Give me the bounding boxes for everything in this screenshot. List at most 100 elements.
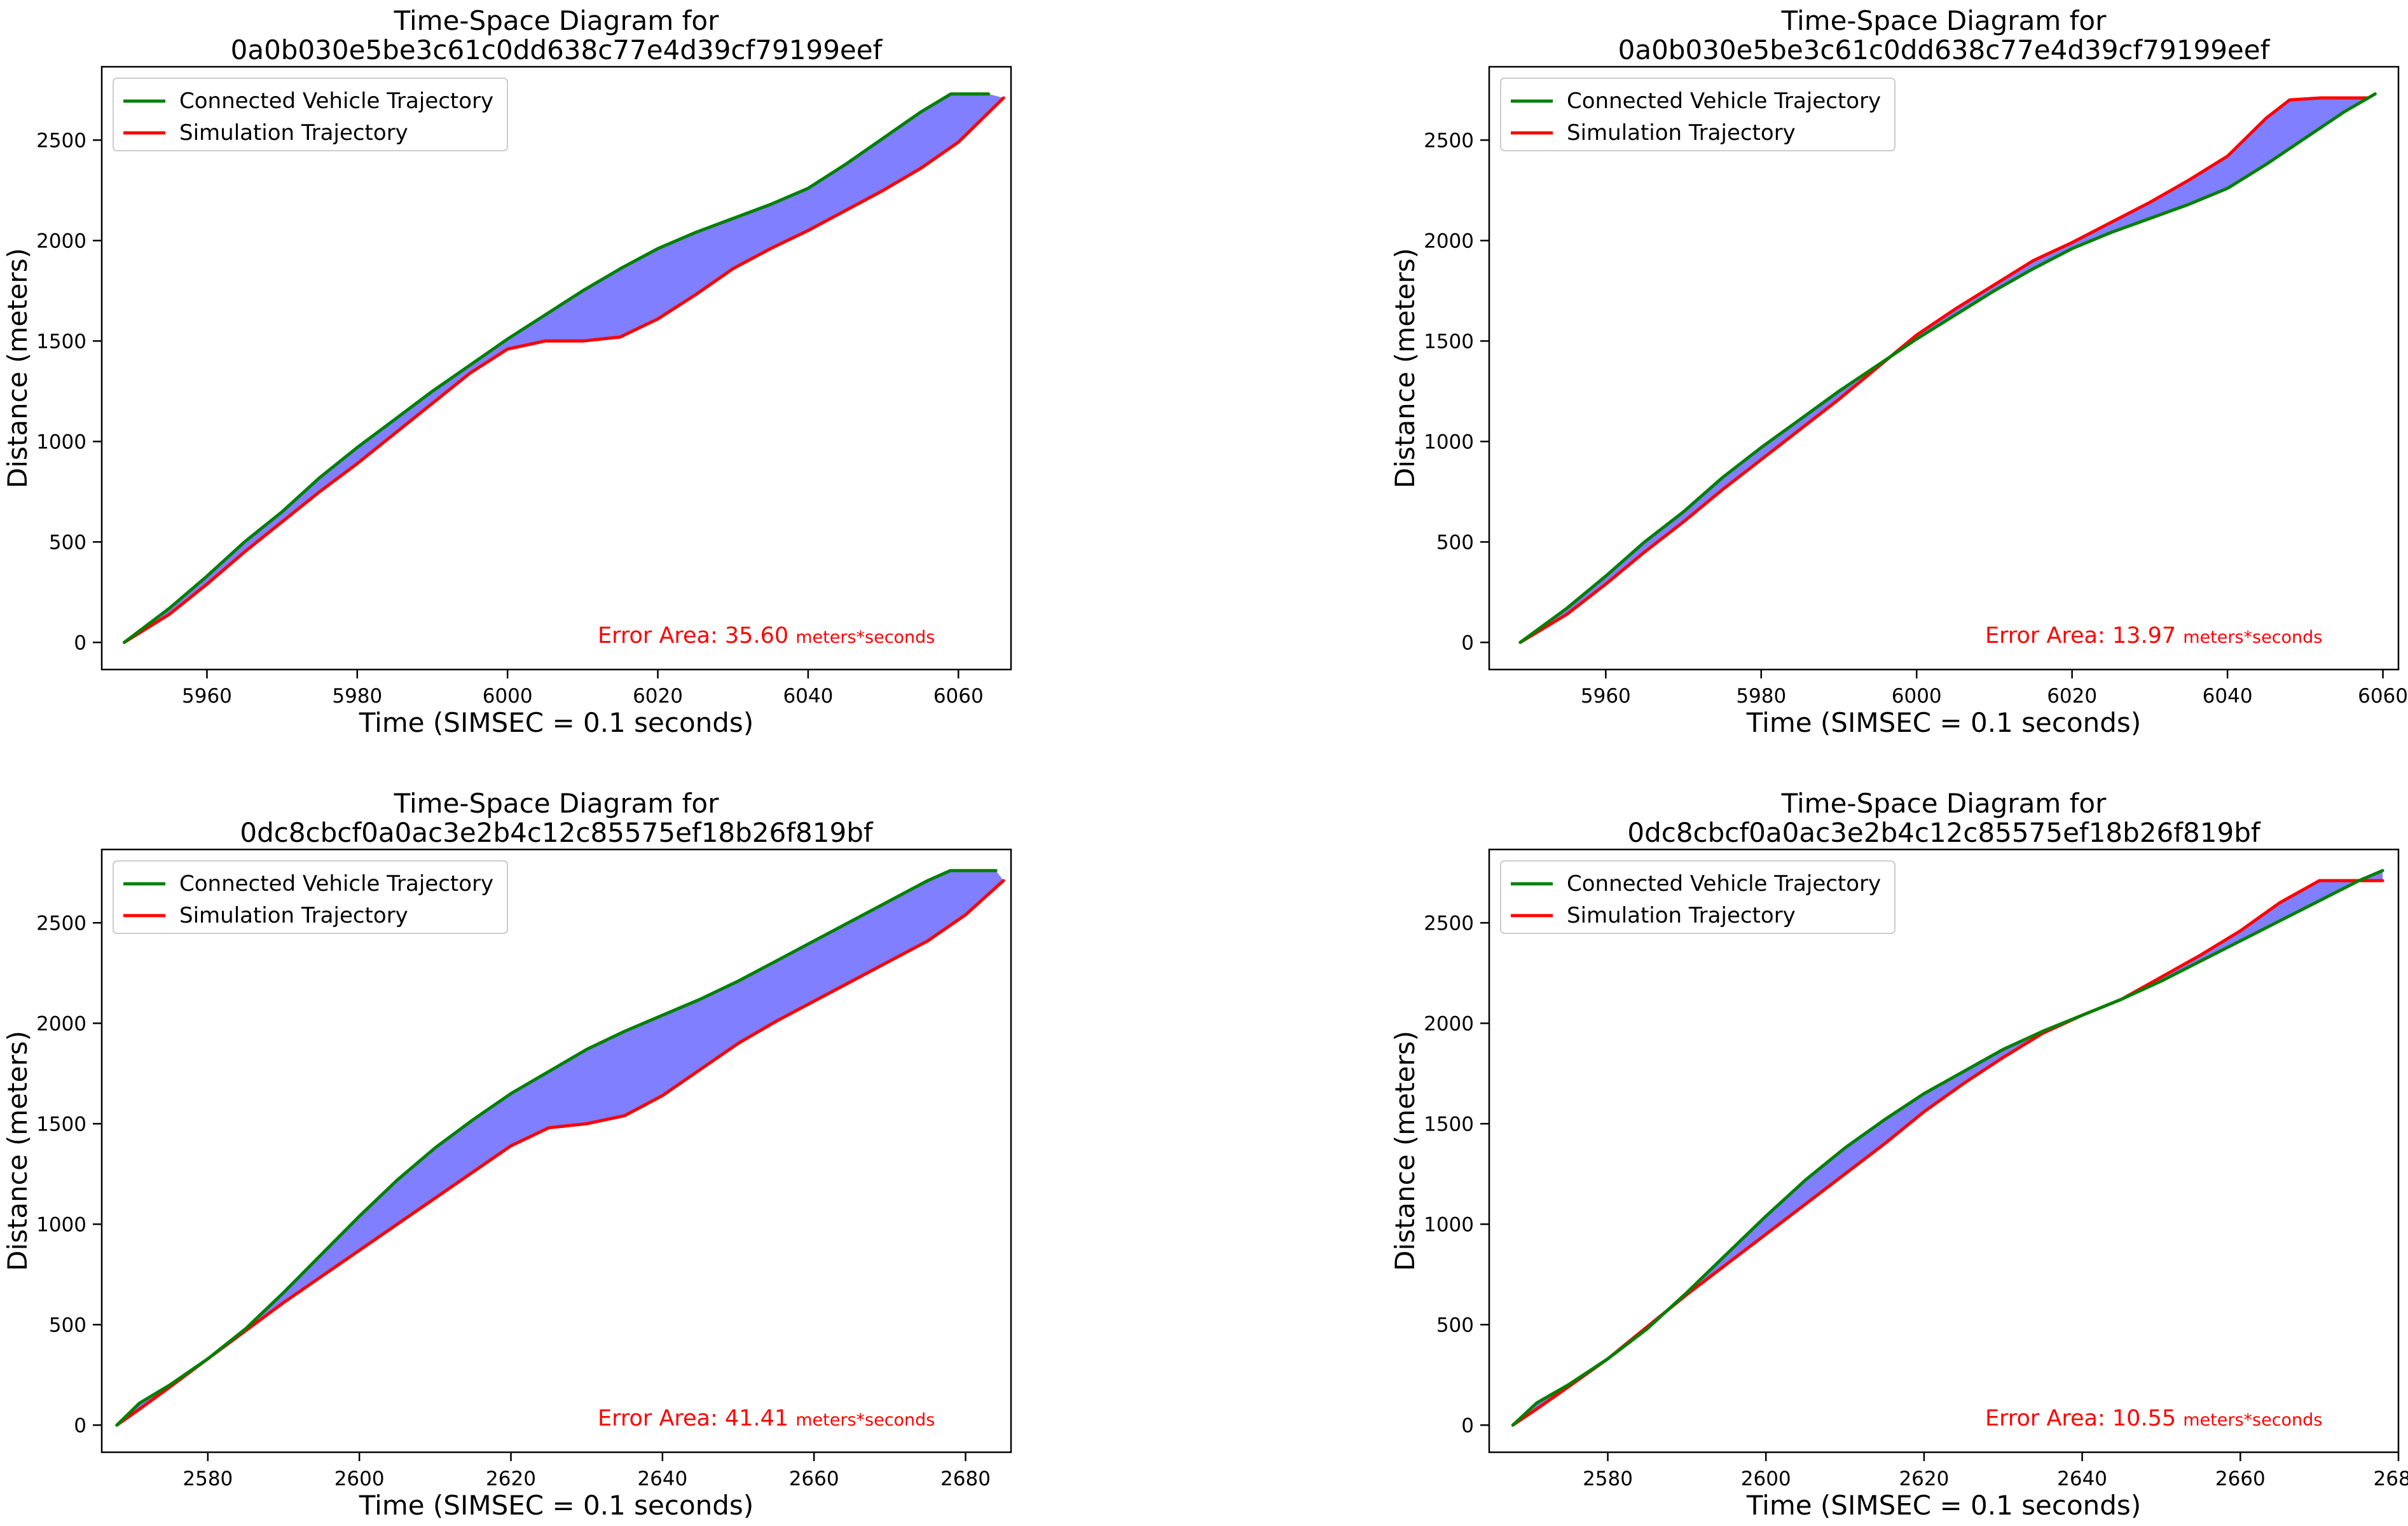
axes-frame (100, 65, 1012, 671)
y-tick-label: 1500 (36, 330, 86, 353)
y-axis-label: Distance (meters) (2, 248, 33, 488)
error-area-value: 13.97 (2112, 623, 2183, 649)
y-axis-label: Distance (meters) (1389, 248, 1421, 488)
y-tick-label: 2500 (36, 129, 86, 152)
legend-connected-vehicle-label: Connected Vehicle Trajectory (179, 871, 493, 897)
y-tick-label: 500 (1436, 531, 1474, 554)
y-tick-label: 1000 (1424, 1213, 1474, 1236)
y-tick-label: 0 (1461, 1414, 1474, 1437)
y-tick-label: 2500 (1424, 129, 1474, 152)
error-area-fill (1513, 870, 2383, 1426)
error-area-label: Error Area: (1985, 1406, 2112, 1431)
legend-simulation-label: Simulation Trajectory (1567, 903, 1796, 928)
y-tick-label: 1000 (1424, 430, 1474, 453)
chart-title-line1: Time-Space Diagram for (1781, 788, 2107, 819)
y-axis-label: Distance (meters) (2, 1031, 33, 1271)
x-tick-label: 6040 (2203, 685, 2253, 708)
error-area-annotation: Error Area: 10.55 meters*seconds (1985, 1406, 2322, 1431)
legend-simulation-label: Simulation Trajectory (179, 903, 408, 928)
legend-box (1500, 860, 1895, 934)
y-tick-label: 1500 (36, 1113, 86, 1136)
legend-box (113, 860, 508, 934)
x-tick-label: 2580 (1583, 1468, 1633, 1490)
legend-box (1500, 78, 1895, 151)
y-tick-label: 0 (74, 631, 86, 654)
chart-title-line2: 0dc8cbcf0a0ac3e2b4c12c85575ef18b26f819bf (1627, 817, 2261, 848)
legend: Connected Vehicle Trajectory Simulation T… (1500, 860, 1895, 934)
error-area-units: meters*seconds (795, 1410, 935, 1430)
legend-connected-vehicle-label: Connected Vehicle Trajectory (179, 88, 493, 114)
chart-title-line2: 0a0b030e5be3c61c0dd638c77e4d39cf79199eef (231, 34, 883, 65)
y-tick-label: 0 (1461, 631, 1474, 654)
chart-panel-4: 2580 2600 2620 2640 2660 2680 0 500 1000 1500 2000… (1389, 788, 2408, 1521)
error-area-fill (124, 93, 1004, 643)
chart-panel-1: 5960 5980 6000 6020 6040 6060 0 500 1000 1500 2000… (2, 5, 1012, 738)
x-tick-label: 6020 (633, 685, 683, 708)
x-tick-label: 2600 (334, 1468, 385, 1490)
error-area-value: 10.55 (2112, 1406, 2183, 1431)
connected-vehicle-trajectory-line (123, 92, 990, 644)
x-tick-label: 6000 (1892, 685, 1942, 708)
legend-simulation-label: Simulation Trajectory (1567, 120, 1796, 146)
chart-panel-2: 5960 5980 6000 6020 6040 6060 0 500 1000 1500 2000… (1389, 5, 2408, 738)
error-area-label: Error Area: (1985, 623, 2112, 649)
y-tick-label: 1500 (1424, 1113, 1474, 1136)
error-area-label: Error Area: (598, 1406, 725, 1431)
y-tick-label: 2000 (1424, 1012, 1474, 1035)
x-tick-label: 6060 (933, 685, 984, 708)
y-tick-label: 1500 (1424, 330, 1474, 353)
axes-frame (1488, 65, 2400, 671)
x-tick-label: 2680 (2374, 1468, 2408, 1490)
connected-vehicle-trajectory-line (1518, 92, 2377, 644)
y-tick-label: 500 (1436, 1314, 1474, 1337)
error-area-units: meters*seconds (795, 628, 935, 647)
simulation-trajectory-line (1518, 96, 2369, 644)
error-area-annotation: Error Area: 41.41 meters*seconds (598, 1406, 935, 1431)
y-tick-label: 1000 (36, 430, 86, 453)
x-tick-label: 6000 (483, 685, 533, 708)
x-tick-label: 6060 (2358, 685, 2408, 708)
x-tick-label: 2680 (940, 1468, 991, 1490)
y-tick-label: 2000 (36, 230, 86, 252)
axes-frame (1488, 848, 2400, 1454)
x-tick-label: 2580 (182, 1468, 233, 1490)
legend: Connected Vehicle Trajectory Simulation T… (113, 860, 508, 934)
error-area-units: meters*seconds (2183, 1410, 2322, 1430)
y-tick-label: 2000 (36, 1012, 86, 1035)
error-area-value: 35.60 (725, 623, 795, 649)
error-area-annotation: Error Area: 35.60 meters*seconds (598, 623, 935, 649)
error-area-fill (116, 870, 1004, 1426)
x-tick-label: 5960 (182, 685, 232, 708)
chart-panel-3: 2580 2600 2620 2640 2660 2680 0 500 1000 1500 2000… (2, 788, 1012, 1521)
legend-connected-vehicle-label: Connected Vehicle Trajectory (1567, 88, 1881, 114)
x-tick-label: 2620 (486, 1468, 536, 1490)
error-area-label: Error Area: (598, 623, 725, 649)
y-tick-label: 2000 (1424, 230, 1474, 252)
x-tick-label: 6040 (783, 685, 833, 708)
chart-title-line2: 0a0b030e5be3c61c0dd638c77e4d39cf79199eef (1618, 34, 2271, 65)
legend: Connected Vehicle Trajectory Simulation T… (1500, 78, 1895, 151)
x-tick-label: 2640 (2057, 1468, 2107, 1490)
legend: Connected Vehicle Trajectory Simulation T… (113, 78, 508, 151)
x-axis-label: Time (SIMSEC = 0.1 seconds) (359, 707, 753, 738)
chart-title-line1: Time-Space Diagram for (1781, 5, 2107, 36)
simulation-trajectory-line (123, 96, 1005, 644)
legend-simulation-label: Simulation Trajectory (179, 120, 408, 146)
y-tick-label: 0 (74, 1414, 86, 1437)
x-axis-label: Time (SIMSEC = 0.1 seconds) (359, 1490, 753, 1521)
error-area-annotation: Error Area: 13.97 meters*seconds (1985, 623, 2322, 649)
x-axis-label: Time (SIMSEC = 0.1 seconds) (1746, 1490, 2141, 1521)
x-tick-label: 2640 (637, 1468, 687, 1490)
x-tick-label: 2600 (1741, 1468, 1791, 1490)
x-tick-label: 2620 (1899, 1468, 1949, 1490)
error-area-value: 41.41 (725, 1406, 795, 1431)
x-tick-label: 5980 (332, 685, 382, 708)
y-tick-label: 500 (49, 531, 86, 554)
connected-vehicle-trajectory-line (1511, 869, 2384, 1427)
connected-vehicle-trajectory-line (115, 869, 998, 1427)
x-tick-label: 5980 (1736, 685, 1786, 708)
chart-title-line1: Time-Space Diagram for (394, 5, 719, 36)
chart-title-line1: Time-Space Diagram for (394, 788, 719, 819)
